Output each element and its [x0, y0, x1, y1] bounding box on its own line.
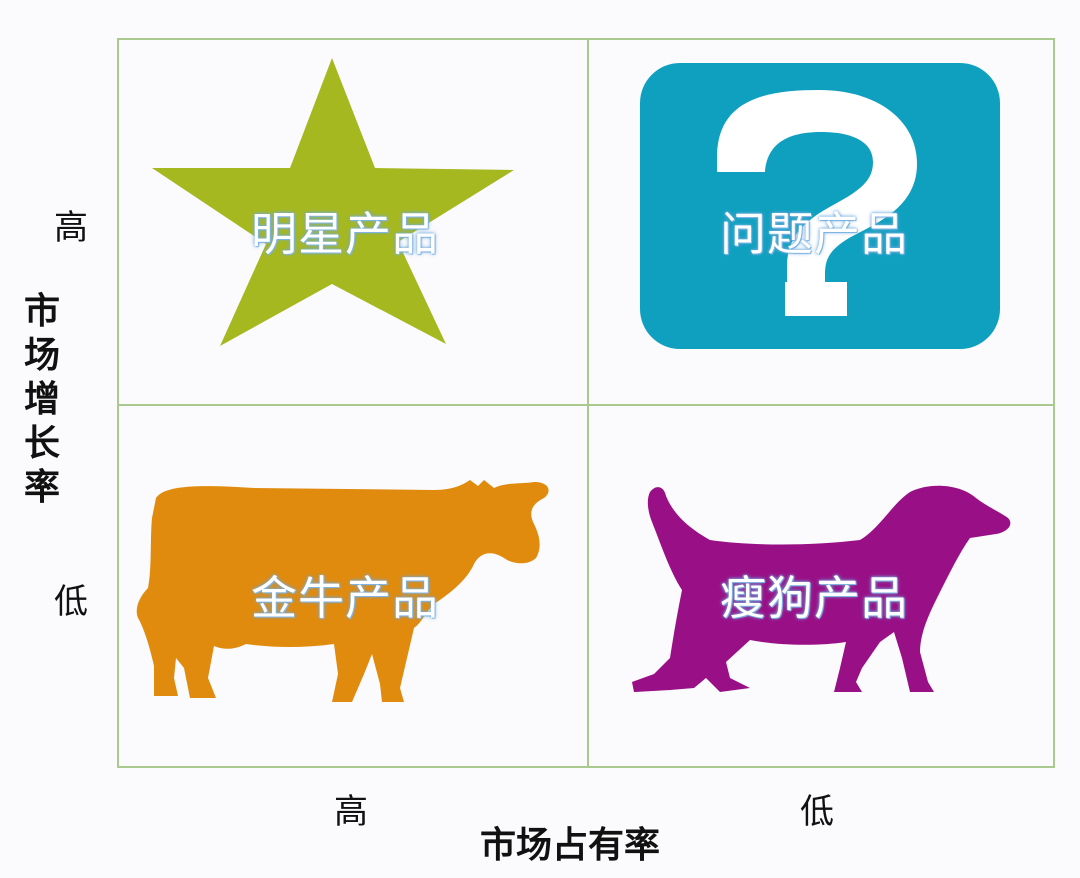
star-quadrant-label: 明星产品	[251, 207, 439, 261]
x-axis-high-label: 高	[334, 792, 368, 832]
y-axis-title: 市场增长率	[23, 291, 60, 508]
dog-icon	[632, 485, 1011, 692]
horizontal-divider	[119, 404, 1053, 406]
question-mark-icon	[640, 63, 1000, 349]
dog-quadrant-label: 瘦狗产品	[720, 571, 908, 625]
y-axis-low-label: 低	[54, 582, 88, 622]
question-quadrant-label: 问题产品	[720, 207, 908, 261]
x-axis-title: 市场占有率	[480, 825, 661, 866]
x-axis-low-label: 低	[800, 792, 834, 832]
vertical-divider	[587, 40, 589, 766]
matrix-grid	[117, 38, 1055, 768]
star-icon	[152, 58, 514, 346]
y-axis-high-label: 高	[54, 208, 88, 248]
cow-icon	[136, 480, 549, 702]
cow-quadrant-label: 金牛产品	[251, 571, 439, 625]
